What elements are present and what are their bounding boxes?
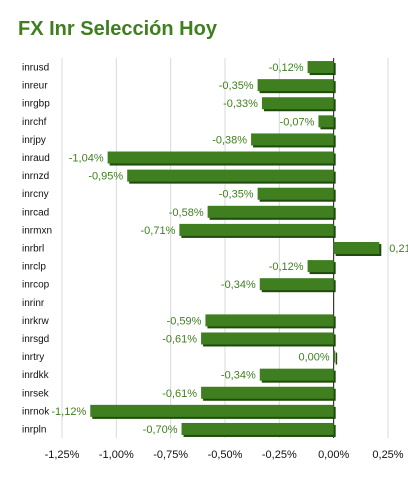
x-tick-label: -0,25% xyxy=(262,449,297,461)
bar xyxy=(90,404,334,417)
bar xyxy=(179,223,334,236)
bar xyxy=(259,278,334,291)
data-label: -0,34% xyxy=(221,279,256,291)
x-tick-label: -1,00% xyxy=(99,449,134,461)
data-label: -0,35% xyxy=(219,80,254,92)
data-label: -0,12% xyxy=(269,62,304,74)
category-label: inrinr xyxy=(22,298,45,309)
data-label: 0,21 xyxy=(389,243,408,255)
category-label: inrbrl xyxy=(22,244,44,255)
x-tick-label: -0,50% xyxy=(208,449,243,461)
category-label: inrchf xyxy=(22,117,47,128)
data-label: -1,04% xyxy=(69,153,104,165)
bar xyxy=(333,350,336,363)
category-label: inrpln xyxy=(22,424,46,435)
bar xyxy=(257,187,334,200)
data-label: -0,35% xyxy=(219,189,254,201)
bar xyxy=(127,169,334,182)
category-label: inreur xyxy=(22,81,48,92)
category-label: inrmxn xyxy=(22,225,52,236)
x-tick-label: -0,75% xyxy=(153,449,188,461)
bar xyxy=(201,332,334,345)
data-label: 0,00% xyxy=(298,352,329,364)
bar xyxy=(307,61,334,74)
bar xyxy=(251,133,334,146)
category-label: inrdkk xyxy=(22,370,50,381)
data-label: -0,33% xyxy=(223,98,258,110)
data-label: -0,07% xyxy=(280,116,315,128)
category-label: inrnok xyxy=(22,406,50,417)
data-label: -0,38% xyxy=(212,134,247,146)
category-label: inraud xyxy=(22,153,50,164)
category-label: inrkrw xyxy=(22,316,49,327)
data-label: -0,61% xyxy=(162,333,197,345)
x-tick-label: 0,00% xyxy=(318,449,349,461)
category-label: inrusd xyxy=(22,63,49,74)
data-label: -1,12% xyxy=(51,406,86,418)
data-label: -0,58% xyxy=(169,207,204,219)
category-label: inrjpy xyxy=(22,135,46,146)
category-label: inrsgd xyxy=(22,334,49,345)
bar xyxy=(307,260,334,273)
category-label: inrcad xyxy=(22,207,49,218)
x-tick-label: 0,25% xyxy=(372,449,403,461)
category-label: inrgbp xyxy=(22,99,50,110)
bar xyxy=(201,386,334,399)
category-label: inrnzd xyxy=(22,171,49,182)
bar xyxy=(333,242,380,254)
data-label: -0,59% xyxy=(167,315,202,327)
bar xyxy=(181,422,334,435)
category-label: inrtry xyxy=(22,352,44,363)
bar xyxy=(107,151,334,164)
category-label: inrcop xyxy=(22,280,50,291)
data-label: -0,34% xyxy=(221,370,256,382)
x-tick-label: -1,25% xyxy=(45,449,80,461)
bar xyxy=(257,79,334,92)
bar xyxy=(261,97,334,110)
bar xyxy=(207,205,334,218)
data-label: -0,71% xyxy=(141,225,176,237)
chart-title: FX Inr Selección Hoy xyxy=(18,18,217,40)
data-label: -0,95% xyxy=(88,171,123,183)
category-label: inrclp xyxy=(22,262,46,273)
bar xyxy=(205,314,334,327)
bar-shadow xyxy=(335,352,338,365)
category-label: inrsek xyxy=(22,388,50,399)
category-label: inrcny xyxy=(22,189,49,200)
bar xyxy=(318,115,334,128)
data-label: -0,70% xyxy=(143,424,178,436)
bar xyxy=(259,368,334,381)
data-label: -0,12% xyxy=(269,261,304,273)
data-label: -0,61% xyxy=(162,388,197,400)
